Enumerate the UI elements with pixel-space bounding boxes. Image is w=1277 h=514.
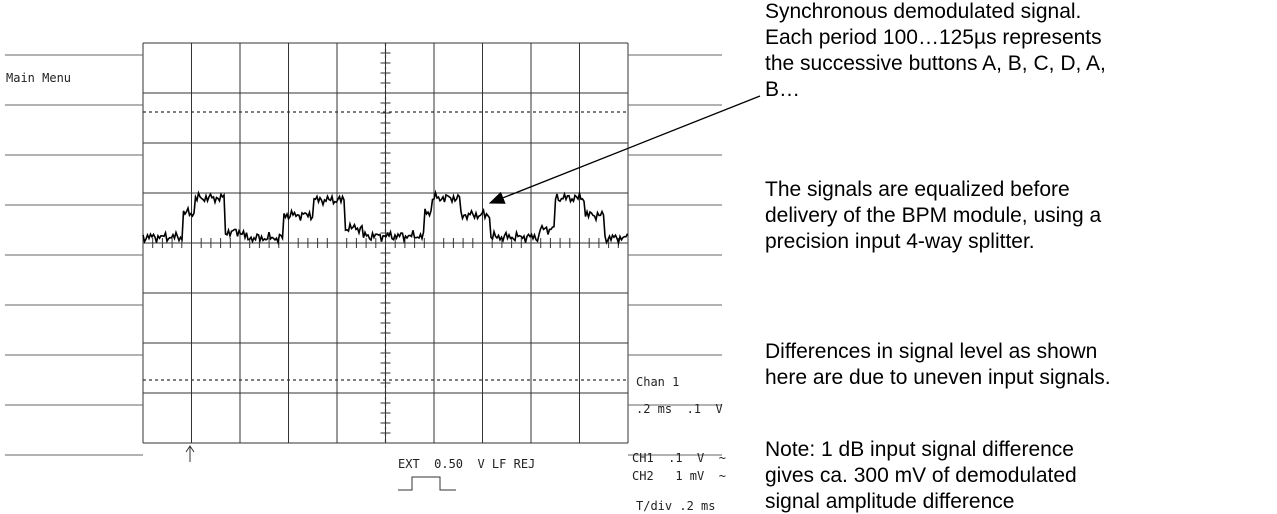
ch1-setting: CH1 .1 V ~ <box>632 451 726 465</box>
annotation-line: precision input 4-way splitter. <box>765 230 1035 253</box>
annotation-line: gives ca. 300 mV of demodulated <box>765 464 1077 487</box>
annotation-line: the successive buttons A, B, C, D, A, <box>765 52 1106 75</box>
channel-label: Chan 1 <box>636 375 679 389</box>
channel-scale: .2 ms .1 V <box>636 402 723 416</box>
annotation-line: B… <box>765 78 800 101</box>
screenshot: Main Menu Chan 1 .2 ms .1 V EXT 0.50 V L… <box>0 0 1277 514</box>
scope-grid <box>5 43 722 455</box>
ch2-setting: CH2 1 mV ~ <box>632 469 726 483</box>
annotation-line: The signals are equalized before <box>765 178 1070 201</box>
annotation-line: signal amplitude difference <box>765 490 1014 513</box>
timebase: T/div .2 ms <box>636 499 715 513</box>
menu-label: Main Menu <box>6 71 71 85</box>
annotations: Synchronous demodulated signal. Each peri… <box>765 0 1111 513</box>
annotation-line: Differences in signal level as shown <box>765 340 1097 363</box>
annotation-line: delivery of the BPM module, using a <box>765 204 1101 227</box>
annotation-line: Each period 100…125µs represents <box>765 26 1102 49</box>
annotation-line: Synchronous demodulated signal. <box>765 0 1081 23</box>
trigger-marker <box>186 446 194 462</box>
trigger-setting: EXT 0.50 V LF REJ <box>398 457 535 471</box>
trigger-edge-icon <box>398 477 456 490</box>
annotation-line: here are due to uneven input signals. <box>765 366 1111 389</box>
page: {"scope": { "menu": "Main Menu", "channe… <box>0 0 1277 514</box>
annotation-line: Note: 1 dB input signal difference <box>765 438 1074 461</box>
